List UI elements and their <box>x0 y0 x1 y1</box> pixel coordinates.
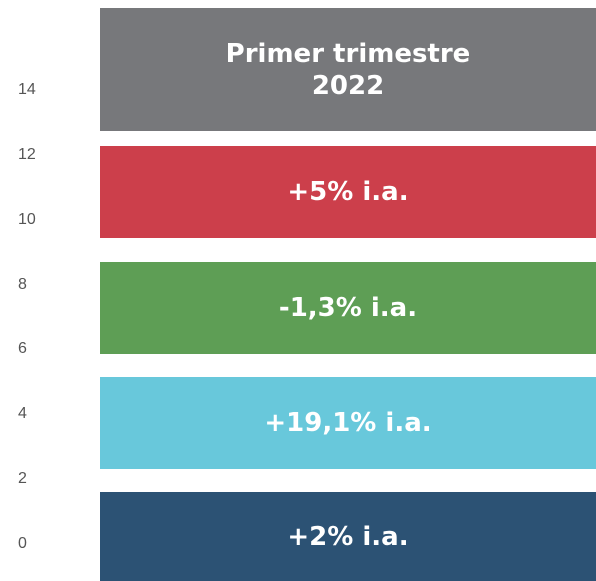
box: -1,3% i.a. <box>100 262 596 354</box>
axis-tick-label: 14 <box>18 80 36 98</box>
box: +2% i.a. <box>100 492 596 581</box>
box: Primer trimestre 2022 <box>100 8 596 131</box>
axis-tick-label: 8 <box>18 275 27 293</box>
axis-tick-label: 0 <box>18 535 27 552</box>
box-label: Primer trimestre <box>225 38 471 69</box>
box-label: +19,1% i.a. <box>264 408 432 438</box>
box-label: -1,3% i.a. <box>278 293 418 323</box>
box: +5% i.a. <box>100 146 596 238</box>
box-label: 2022 <box>311 70 385 101</box>
axis-tick-label: 10 <box>18 210 36 228</box>
axis-tick-label: 4 <box>18 405 27 423</box>
axis-tick-label: 2 <box>18 470 27 488</box>
box: +19,1% i.a. <box>100 377 596 469</box>
box-label: +5% i.a. <box>287 177 409 207</box>
axis-tick-label: 12 <box>18 145 36 163</box>
axis-tick-label: 6 <box>18 340 27 358</box>
box-label: +2% i.a. <box>287 521 409 552</box>
